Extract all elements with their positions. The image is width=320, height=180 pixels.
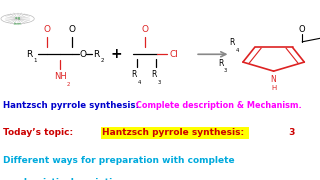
- Text: 2: 2: [101, 58, 104, 63]
- Text: H: H: [271, 85, 276, 91]
- Text: 3: 3: [286, 128, 296, 137]
- Text: 3: 3: [224, 68, 227, 73]
- Text: Hantzsch pyrrole synthesis:: Hantzsch pyrrole synthesis:: [102, 128, 248, 137]
- Text: R: R: [93, 50, 100, 59]
- Text: R: R: [151, 70, 156, 79]
- Text: O: O: [299, 25, 306, 34]
- Text: mechanistic description.: mechanistic description.: [3, 178, 128, 180]
- Text: NH: NH: [54, 72, 67, 81]
- Text: N: N: [271, 75, 276, 84]
- Text: O: O: [79, 50, 86, 59]
- Text: Complete description & Mechanism.: Complete description & Mechanism.: [133, 100, 301, 109]
- Text: chem: chem: [14, 22, 21, 26]
- Text: 2: 2: [67, 82, 70, 87]
- Text: Today’s topic:: Today’s topic:: [3, 128, 80, 137]
- Text: O: O: [141, 24, 148, 33]
- Text: R: R: [26, 50, 33, 59]
- Text: O: O: [44, 24, 51, 33]
- Text: Hantzsch pyrrole synthesis:: Hantzsch pyrrole synthesis:: [3, 100, 139, 109]
- Text: R: R: [229, 38, 235, 47]
- Text: O: O: [68, 24, 76, 33]
- Text: 3: 3: [157, 80, 161, 85]
- Text: +: +: [111, 47, 123, 61]
- Text: R: R: [132, 70, 137, 79]
- Text: 1: 1: [34, 58, 37, 63]
- Text: Cl: Cl: [169, 50, 178, 59]
- Text: Different ways for preparation with complete: Different ways for preparation with comp…: [3, 156, 235, 165]
- Text: 4: 4: [138, 80, 141, 85]
- Text: R: R: [218, 59, 223, 68]
- Text: 4: 4: [235, 48, 239, 53]
- Text: org: org: [15, 16, 20, 20]
